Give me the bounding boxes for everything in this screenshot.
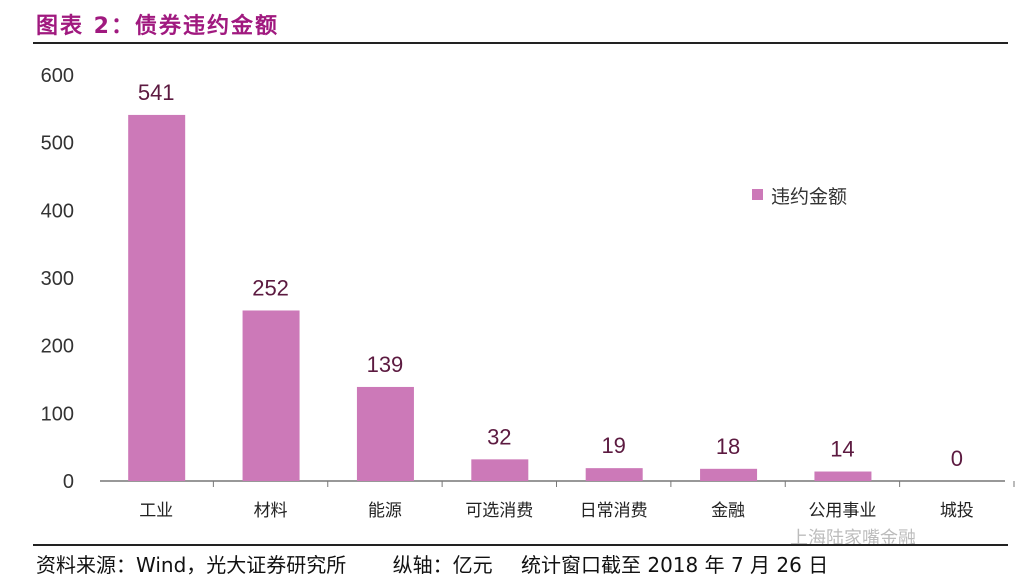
unit-text: 纵轴：亿元 (392, 553, 493, 577)
y-tick-label: 600 (41, 65, 74, 87)
top-rule (33, 42, 1008, 44)
x-tick-label: 日常消费 (580, 501, 648, 521)
x-tick-label: 城投 (940, 501, 974, 521)
x-tick-label: 可选消费 (465, 501, 533, 521)
x-tick-label: 能源 (368, 501, 402, 521)
data-label: 18 (716, 434, 740, 459)
window-note: 统计窗口截至 2018 年 7 月 26 日 (520, 553, 829, 577)
y-tick-label: 100 (41, 403, 74, 425)
y-tick-label: 400 (41, 200, 74, 222)
data-label: 541 (138, 80, 175, 105)
data-label: 252 (252, 275, 289, 300)
data-label: 19 (601, 433, 625, 458)
data-label: 139 (367, 352, 404, 377)
x-tick-label: 工业 (139, 501, 173, 521)
bar (814, 471, 872, 481)
source-text: 资料来源：Wind，光大证券研究所 (36, 553, 347, 577)
bar (242, 310, 300, 481)
x-tick-label: 材料 (254, 501, 288, 521)
bottom-rule (33, 544, 1008, 546)
x-tick-label: 金融 (711, 501, 745, 521)
y-tick-label: 0 (63, 471, 74, 493)
data-label: 32 (487, 424, 511, 449)
data-label: 14 (830, 437, 854, 462)
bar (585, 468, 643, 481)
y-tick-label: 300 (41, 268, 74, 290)
legend-label: 违约金额 (771, 186, 847, 208)
y-tick-label: 500 (41, 133, 74, 155)
watermark: 上海陆家嘴金融 (790, 528, 916, 549)
legend-swatch (752, 189, 763, 200)
bar (356, 386, 414, 481)
bar (700, 468, 758, 481)
source-line: 资料来源：Wind，光大证券研究所 纵轴：亿元 统计窗口截至 2018 年 7 … (36, 549, 868, 578)
bar (471, 459, 529, 481)
x-tick-label: 公用事业 (808, 501, 876, 521)
data-label: 0 (951, 446, 963, 471)
y-tick-label: 200 (41, 336, 74, 358)
bar (128, 114, 186, 481)
figure-title: 图表 2：债券违约金额 (36, 14, 279, 39)
